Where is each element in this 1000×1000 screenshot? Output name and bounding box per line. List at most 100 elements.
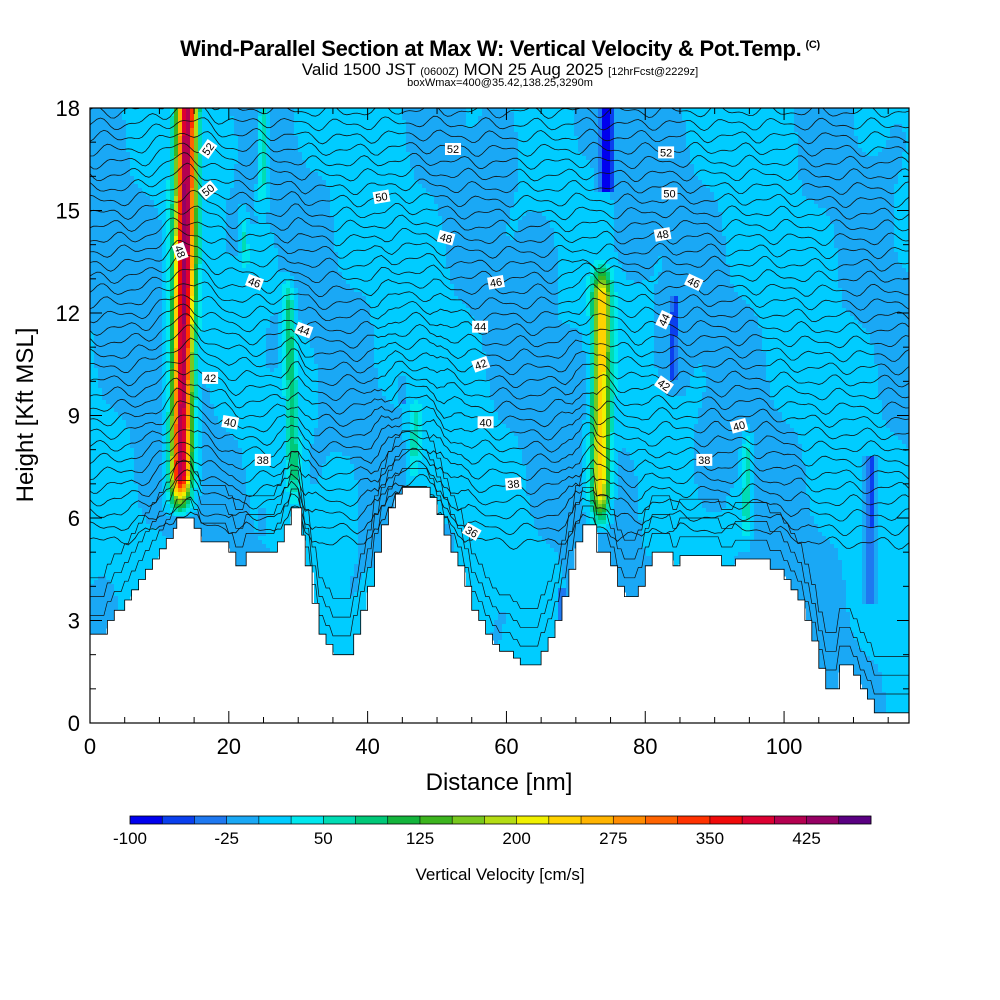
field-cell bbox=[238, 552, 243, 557]
field-cell bbox=[214, 116, 219, 121]
field-cell bbox=[246, 244, 251, 249]
field-cell bbox=[218, 416, 223, 421]
field-cell bbox=[110, 112, 115, 117]
field-cell bbox=[98, 480, 103, 485]
field-cell bbox=[170, 300, 175, 305]
field-cell bbox=[206, 244, 211, 249]
field-cell bbox=[198, 468, 203, 473]
field-cell bbox=[150, 224, 155, 229]
field-cell bbox=[178, 488, 183, 493]
field-cell bbox=[190, 200, 195, 205]
field-cell bbox=[150, 148, 155, 153]
field-cell bbox=[90, 180, 95, 185]
field-cell bbox=[114, 424, 119, 429]
field-cell bbox=[98, 416, 103, 421]
field-cell bbox=[90, 200, 95, 205]
field-cell bbox=[254, 328, 259, 333]
field-cell bbox=[118, 584, 123, 589]
field-cell bbox=[142, 308, 147, 313]
field-cell bbox=[258, 156, 263, 161]
field-cell bbox=[122, 328, 127, 333]
field-cell bbox=[258, 524, 263, 529]
field-cell bbox=[174, 492, 179, 497]
field-cell bbox=[202, 304, 207, 309]
field-cell bbox=[202, 200, 207, 205]
field-cell bbox=[210, 532, 215, 537]
field-cell bbox=[106, 108, 111, 113]
field-cell bbox=[114, 440, 119, 445]
field-cell bbox=[238, 548, 243, 553]
field-cell bbox=[134, 484, 139, 489]
field-cell bbox=[218, 432, 223, 437]
field-cell bbox=[162, 456, 167, 461]
field-cell bbox=[194, 516, 199, 521]
field-cell bbox=[222, 280, 227, 285]
field-cell bbox=[194, 192, 199, 197]
field-cell bbox=[186, 464, 191, 469]
field-cell bbox=[134, 204, 139, 209]
field-cell bbox=[134, 504, 139, 509]
field-cell bbox=[218, 392, 223, 397]
field-cell bbox=[194, 144, 199, 149]
field-cell bbox=[170, 164, 175, 169]
field-cell bbox=[166, 436, 171, 441]
field-cell bbox=[242, 392, 247, 397]
field-cell bbox=[234, 536, 239, 541]
field-cell bbox=[98, 172, 103, 177]
field-cell bbox=[238, 452, 243, 457]
field-cell bbox=[122, 140, 127, 145]
field-cell bbox=[158, 376, 163, 381]
field-cell bbox=[222, 408, 227, 413]
field-cell bbox=[94, 156, 99, 161]
field-cell bbox=[210, 272, 215, 277]
field-cell bbox=[106, 420, 111, 425]
field-cell bbox=[234, 196, 239, 201]
field-cell bbox=[202, 308, 207, 313]
field-cell bbox=[146, 388, 151, 393]
field-cell bbox=[106, 568, 111, 573]
field-cell bbox=[90, 232, 95, 237]
field-cell bbox=[202, 180, 207, 185]
field-cell bbox=[166, 528, 171, 533]
field-cell bbox=[202, 408, 207, 413]
field-cell bbox=[118, 320, 123, 325]
field-cell bbox=[102, 260, 107, 265]
field-cell bbox=[134, 308, 139, 313]
field-cell bbox=[122, 348, 127, 353]
field-cell bbox=[90, 552, 95, 557]
field-cell bbox=[114, 288, 119, 293]
field-cell bbox=[94, 420, 99, 425]
field-cell bbox=[94, 628, 99, 633]
field-cell bbox=[98, 236, 103, 241]
field-cell bbox=[214, 220, 219, 225]
field-cell bbox=[94, 108, 99, 113]
field-cell bbox=[194, 164, 199, 169]
field-cell bbox=[210, 236, 215, 241]
field-cell bbox=[178, 116, 183, 121]
field-cell bbox=[134, 264, 139, 269]
field-cell bbox=[226, 280, 231, 285]
field-cell bbox=[230, 144, 235, 149]
field-cell bbox=[214, 524, 219, 529]
field-cell bbox=[122, 184, 127, 189]
field-cell bbox=[138, 476, 143, 481]
field-cell bbox=[126, 176, 131, 181]
field-cell bbox=[178, 188, 183, 193]
field-cell bbox=[206, 412, 211, 417]
field-cell bbox=[130, 304, 135, 309]
field-cell bbox=[98, 464, 103, 469]
field-cell bbox=[234, 380, 239, 385]
field-cell bbox=[242, 432, 247, 437]
field-cell bbox=[186, 316, 191, 321]
field-cell bbox=[194, 400, 199, 405]
field-cell bbox=[190, 264, 195, 269]
field-cell bbox=[154, 552, 159, 557]
field-cell bbox=[110, 548, 115, 553]
field-cell bbox=[210, 344, 215, 349]
field-cell bbox=[110, 584, 115, 589]
field-cell bbox=[142, 116, 147, 121]
field-cell bbox=[102, 192, 107, 197]
field-cell bbox=[230, 188, 235, 193]
field-cell bbox=[102, 528, 107, 533]
field-cell bbox=[254, 216, 259, 221]
